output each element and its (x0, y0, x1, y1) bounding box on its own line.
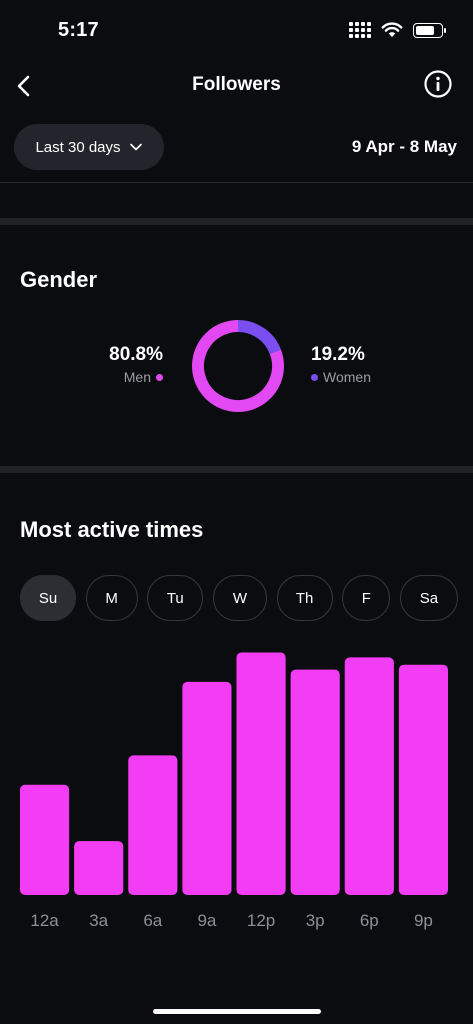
men-stat: 80.8% Men (109, 344, 163, 385)
bar-12a (20, 784, 70, 895)
women-percent: 19.2% (311, 344, 365, 365)
bar-3p (290, 669, 340, 895)
info-button[interactable] (423, 69, 453, 99)
battery-icon (413, 22, 446, 38)
cellular-signal-icon (349, 22, 371, 38)
x-tick-label: 6a (143, 911, 162, 930)
status-icons (349, 22, 446, 38)
day-tab-f[interactable]: F (342, 575, 391, 621)
chevron-left-icon (17, 75, 30, 97)
date-filter-row: Last 30 days 9 Apr - 8 May (0, 122, 473, 172)
divider (0, 182, 473, 183)
bar-6p (344, 657, 394, 895)
women-legend-dot (311, 373, 318, 381)
chevron-down-icon (129, 143, 142, 151)
date-range-text: 9 Apr - 8 May (351, 137, 457, 156)
status-time: 5:17 (58, 19, 99, 41)
status-bar: 5:17 (0, 0, 473, 62)
x-tick-label: 3p (306, 911, 325, 930)
bar-12p (236, 652, 286, 895)
x-tick-label: 9p (414, 911, 433, 930)
page-title: Followers (192, 74, 281, 95)
day-tab-m[interactable]: M (85, 575, 138, 621)
donut-segment-men (192, 320, 284, 412)
women-label: Women (323, 369, 371, 385)
day-tab-tu[interactable]: Tu (147, 575, 204, 621)
bar-9p (398, 664, 448, 895)
x-tick-label: 12a (30, 911, 59, 930)
section-divider (0, 466, 473, 473)
day-tab-th[interactable]: Th (276, 575, 333, 621)
bar-6a (128, 755, 178, 895)
info-icon (424, 70, 452, 98)
gender-donut-chart (192, 320, 284, 412)
day-tab-sa[interactable]: Sa (399, 575, 458, 621)
men-legend-dot (156, 373, 163, 381)
section-divider (0, 218, 473, 225)
most-active-times-title: Most active times (20, 517, 204, 542)
day-tab-su[interactable]: Su (20, 575, 76, 621)
back-button[interactable] (6, 68, 42, 104)
active-times-bar-chart: 12a 3a 6a 9a 12p 3p 6p 9p (20, 652, 448, 930)
bar-3a (74, 841, 124, 895)
gender-title: Gender (20, 267, 98, 292)
wifi-icon (381, 22, 403, 37)
men-legend: Men (109, 369, 163, 385)
date-range-dropdown[interactable]: Last 30 days (14, 124, 164, 170)
men-percent: 80.8% (109, 344, 163, 365)
bar-9a (182, 681, 232, 895)
men-label: Men (123, 369, 151, 385)
x-tick-label: 9a (197, 911, 216, 930)
x-tick-label: 6p (360, 911, 379, 930)
day-tab-w[interactable]: W (212, 575, 267, 621)
x-tick-label: 12p (247, 911, 275, 930)
header: Followers (0, 62, 473, 108)
date-range-dropdown-label: Last 30 days (35, 138, 121, 156)
day-selector: Su M Tu W Th F Sa (20, 575, 458, 621)
women-legend: Women (311, 369, 371, 385)
donut-segment-women (192, 320, 284, 412)
home-indicator[interactable] (153, 1009, 321, 1014)
women-stat: 19.2% Women (311, 344, 371, 385)
x-tick-label: 3a (89, 911, 108, 930)
